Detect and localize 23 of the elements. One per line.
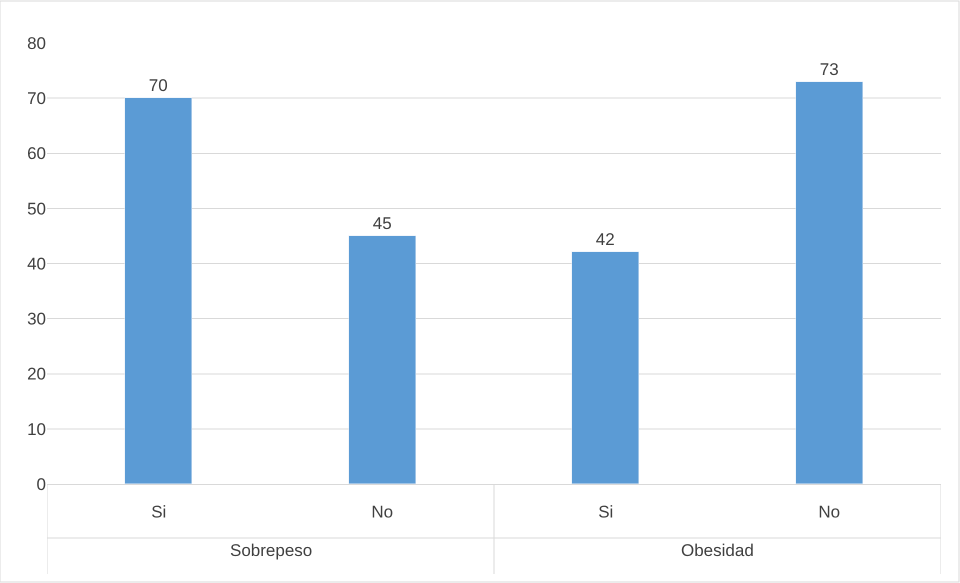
data-label: 45	[372, 214, 392, 233]
y-tick-label: 70	[27, 89, 46, 108]
bar	[572, 252, 639, 484]
data-label: 73	[820, 60, 839, 79]
data-label: 70	[148, 76, 168, 95]
y-tick-label: 50	[27, 199, 46, 218]
y-tick-label: 30	[27, 310, 46, 329]
text: Obesidad	[681, 541, 754, 560]
y-tick-label: 80	[27, 34, 46, 53]
x-tick-label: No	[818, 502, 840, 522]
y-tick-label: 0	[36, 474, 46, 494]
text: Sobrepeso	[230, 541, 312, 560]
bar	[348, 236, 416, 484]
data-label: 42	[596, 230, 615, 249]
x-tick-label: No	[371, 502, 394, 522]
y-tick-label: 10	[27, 420, 46, 439]
bar	[124, 98, 192, 484]
bar	[796, 82, 863, 484]
x-tick-label: Si	[598, 502, 614, 522]
x-tick-label: Si	[151, 502, 166, 522]
y-tick-label: 40	[27, 254, 46, 274]
y-tick-label: 60	[27, 144, 46, 164]
y-tick-label: 20	[27, 364, 46, 384]
